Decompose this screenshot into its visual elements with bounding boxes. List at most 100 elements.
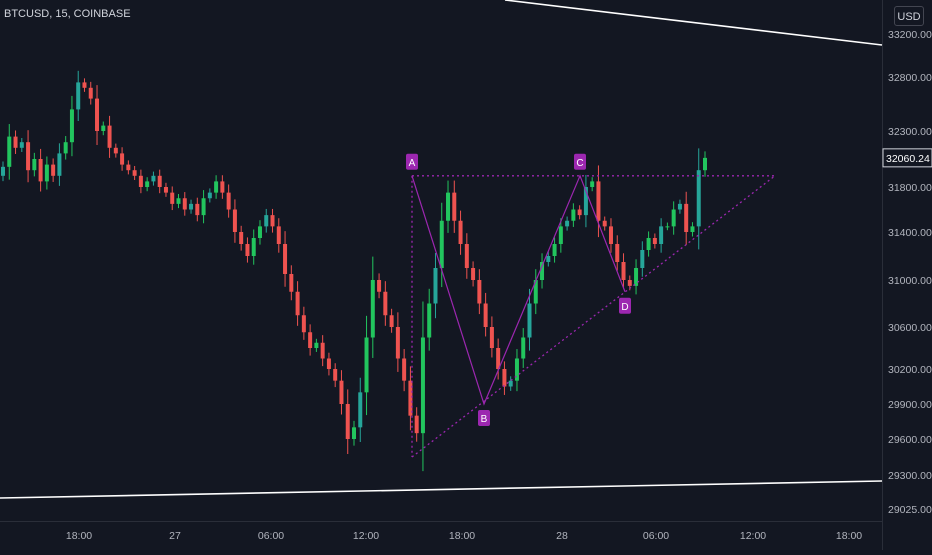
- price-tick-label: 31800.00: [888, 182, 932, 194]
- candle-body: [1, 166, 5, 176]
- candle-body: [232, 209, 237, 232]
- candle-body: [408, 380, 413, 416]
- candle-body: [684, 203, 689, 232]
- time-tick-label: 18:00: [836, 530, 862, 542]
- candle-body: [571, 209, 576, 221]
- price-tick-label: 29300.00: [888, 470, 932, 482]
- candle-body: [477, 280, 482, 304]
- current-price-label: 32060.24: [886, 153, 930, 165]
- time-tick-label: 18:00: [66, 530, 92, 542]
- candle-body: [145, 181, 150, 187]
- time-axis[interactable]: 18:00 27 06:00 12:00 18:00 28 06:00 12:00 18:00: [66, 530, 862, 542]
- candle-body: [370, 280, 375, 338]
- candle-body: [420, 337, 425, 434]
- pattern-point-b-label: B: [481, 414, 488, 425]
- price-tick-label: 29900.00: [888, 399, 932, 411]
- pattern-point-d-label: D: [621, 302, 628, 313]
- price-tick-label: 29600.00: [888, 434, 932, 446]
- candle-body: [665, 226, 670, 228]
- price-axis[interactable]: 29025.00 29300.00 29600.00 29900.00 30200.00…: [888, 29, 932, 516]
- candle-body: [527, 303, 532, 338]
- candle-body: [483, 303, 488, 327]
- candle-body: [458, 220, 463, 244]
- candle-body: [452, 192, 457, 221]
- candle-body: [88, 87, 93, 99]
- candle-body: [314, 342, 319, 348]
- candle-body: [69, 109, 74, 143]
- candle-body: [107, 125, 112, 148]
- candle-body: [558, 226, 563, 244]
- candle-body: [101, 125, 106, 131]
- candle-body: [245, 244, 250, 256]
- candle-body: [339, 380, 344, 404]
- upper-trend-line[interactable]: [504, 0, 883, 46]
- candle-body: [659, 226, 664, 244]
- candle-body: [214, 181, 219, 193]
- candle-body: [677, 203, 682, 210]
- symbol-label[interactable]: BTCUSD, 15, COINBASE: [4, 8, 131, 20]
- candle-body: [508, 380, 513, 387]
- pattern-point-a-label: A: [409, 158, 416, 169]
- current-price-tag: 32060.24: [882, 148, 932, 168]
- candle-body: [326, 358, 331, 369]
- current-price-box: [882, 148, 932, 168]
- candle-body: [333, 369, 338, 381]
- price-tick-label: 30600.00: [888, 322, 932, 334]
- abcd-legs: [411, 174, 626, 406]
- candle-body: [38, 159, 43, 182]
- abcd-pattern: A B C D: [406, 153, 776, 458]
- pattern-point-c-label: C: [576, 158, 583, 169]
- support-line: [411, 175, 776, 458]
- candle-body: [289, 274, 294, 292]
- candle-body: [13, 136, 18, 148]
- candle-body: [195, 203, 200, 216]
- candle-body: [44, 164, 49, 182]
- candle-body: [634, 268, 639, 286]
- time-tick-label: 27: [169, 530, 181, 542]
- candle-body: [264, 215, 269, 227]
- time-tick-label: 12:00: [740, 530, 766, 542]
- candle-body: [596, 181, 601, 221]
- candle-body: [26, 142, 31, 171]
- candle-body: [32, 159, 37, 171]
- candle-body: [320, 342, 325, 359]
- candle-body: [646, 238, 651, 250]
- price-tick-label: 33200.00: [888, 29, 932, 41]
- pattern-point-c-marker[interactable]: [574, 153, 586, 170]
- candle-body: [57, 153, 62, 176]
- candle-body: [7, 136, 12, 167]
- candle-body: [602, 220, 607, 227]
- candle-body: [358, 392, 363, 428]
- candle-body: [63, 142, 68, 154]
- candle-body: [464, 244, 469, 268]
- candle-body: [433, 268, 438, 304]
- candle-body: [308, 332, 313, 348]
- pattern-point-b-marker[interactable]: [478, 410, 490, 426]
- candle-body: [402, 358, 407, 381]
- candle-body: [132, 170, 137, 176]
- candle-body: [189, 203, 194, 210]
- currency-badge[interactable]: USD: [894, 6, 924, 26]
- pattern-point-a-marker[interactable]: [406, 153, 418, 170]
- candle-body: [471, 268, 476, 280]
- candle-body: [590, 181, 595, 187]
- candle-body: [283, 244, 288, 274]
- candle-body: [270, 215, 275, 227]
- candle-body: [439, 220, 444, 268]
- candle-body: [583, 187, 588, 216]
- candle-body: [446, 192, 451, 221]
- lower-trend-line[interactable]: [0, 480, 883, 499]
- candle-body: [251, 238, 256, 256]
- pattern-point-d-marker[interactable]: [619, 297, 631, 314]
- time-tick-label: 28: [556, 530, 568, 542]
- candle-body: [489, 327, 494, 348]
- candle-body: [414, 415, 419, 434]
- candle-body: [126, 164, 131, 171]
- candle-body: [364, 337, 369, 393]
- price-tick-label: 31400.00: [888, 227, 932, 239]
- time-tick-label: 06:00: [258, 530, 284, 542]
- candle-body: [345, 404, 350, 439]
